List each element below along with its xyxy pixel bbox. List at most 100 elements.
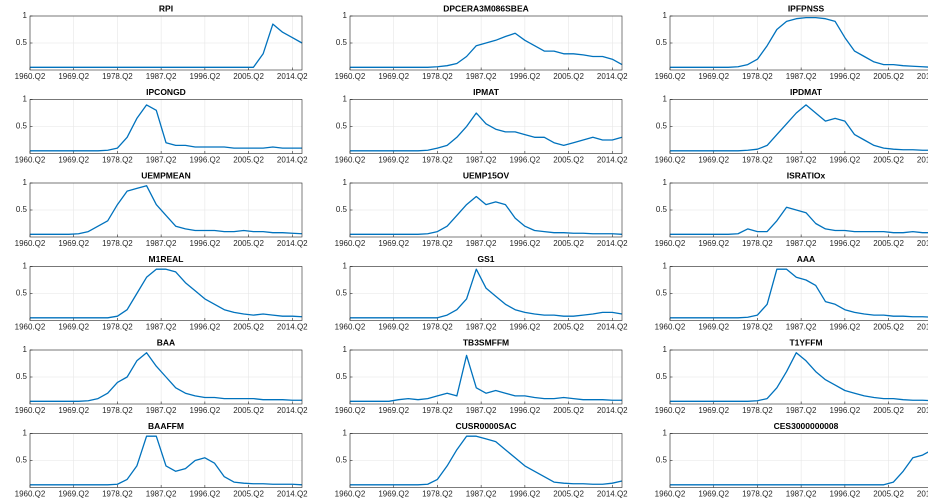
panel-title: ISRATIOx bbox=[787, 170, 826, 180]
y-tick-label: 1 bbox=[343, 262, 348, 271]
x-tick-label: 2005.Q2 bbox=[873, 239, 904, 248]
x-tick-label: 1969.Q2 bbox=[698, 72, 729, 81]
y-tick-label: 1 bbox=[343, 345, 348, 354]
x-tick-label: 1969.Q2 bbox=[58, 239, 89, 248]
x-tick-label: 1978.Q2 bbox=[742, 239, 773, 248]
y-tick-label: 0.5 bbox=[16, 372, 28, 381]
x-tick-label: 1996.Q2 bbox=[830, 490, 861, 499]
panel-title: CUSR0000SAC bbox=[456, 421, 517, 431]
axes-box bbox=[669, 266, 928, 321]
x-tick-label: 2014.Q2 bbox=[917, 72, 928, 81]
x-tick-label: 2014.Q2 bbox=[917, 490, 928, 499]
x-tick-label: 2005.Q2 bbox=[553, 406, 584, 415]
data-line bbox=[350, 195, 623, 235]
x-tick-label: 1960.Q2 bbox=[15, 490, 46, 499]
y-tick-label: 0.5 bbox=[336, 205, 348, 214]
y-tick-label: 0.5 bbox=[656, 289, 668, 298]
y-tick-label: 1 bbox=[343, 11, 348, 20]
x-tick-label: 1996.Q2 bbox=[190, 156, 221, 165]
x-tick-label: 1987.Q2 bbox=[146, 490, 177, 499]
x-tick-label: 1987.Q2 bbox=[146, 72, 177, 81]
x-tick-label: 1978.Q2 bbox=[422, 323, 453, 332]
x-tick-label: 1996.Q2 bbox=[510, 323, 541, 332]
x-tick-label: 1960.Q2 bbox=[655, 323, 686, 332]
x-tick-label: 2014.Q2 bbox=[917, 156, 928, 165]
x-tick-label: 2014.Q2 bbox=[597, 490, 628, 499]
y-tick-label: 1 bbox=[663, 11, 668, 20]
axes-box bbox=[29, 266, 303, 321]
y-tick-label: 1 bbox=[343, 178, 348, 187]
x-tick-label: 1987.Q2 bbox=[466, 239, 497, 248]
y-tick-label: 1 bbox=[343, 95, 348, 104]
axes-box bbox=[29, 433, 303, 488]
x-tick-label: 2005.Q2 bbox=[553, 72, 584, 81]
axes-box bbox=[29, 182, 303, 238]
panel-title: RPI bbox=[159, 3, 173, 13]
x-tick-label: 2005.Q2 bbox=[233, 323, 264, 332]
x-tick-label: 2014.Q2 bbox=[597, 72, 628, 81]
x-tick-label: 2005.Q2 bbox=[233, 490, 264, 499]
x-tick-label: 1987.Q2 bbox=[466, 323, 497, 332]
panel-title: BAAFFM bbox=[148, 421, 184, 431]
x-tick-label: 1969.Q2 bbox=[698, 239, 729, 248]
x-tick-label: 1978.Q2 bbox=[102, 239, 133, 248]
x-tick-label: 1969.Q2 bbox=[58, 490, 89, 499]
data-line bbox=[670, 206, 928, 235]
y-tick-label: 0.5 bbox=[656, 122, 668, 131]
x-tick-label: 2014.Q2 bbox=[597, 406, 628, 415]
panel-title: UEMPMEAN bbox=[141, 170, 191, 180]
axes-box bbox=[29, 15, 303, 71]
x-tick-label: 1978.Q2 bbox=[742, 323, 773, 332]
x-tick-label: 2005.Q2 bbox=[873, 72, 904, 81]
data-line bbox=[30, 104, 302, 152]
x-tick-label: 1978.Q2 bbox=[742, 156, 773, 165]
x-tick-label: 1960.Q2 bbox=[15, 156, 46, 165]
y-tick-label: 1 bbox=[23, 95, 28, 104]
x-tick-label: 1969.Q2 bbox=[58, 72, 89, 81]
x-tick-label: 1978.Q2 bbox=[102, 490, 133, 499]
x-tick-label: 2005.Q2 bbox=[873, 323, 904, 332]
y-tick-label: 1 bbox=[23, 262, 28, 271]
data-line bbox=[670, 451, 928, 486]
x-tick-label: 1996.Q2 bbox=[830, 239, 861, 248]
x-tick-label: 1996.Q2 bbox=[510, 72, 541, 81]
data-line bbox=[350, 32, 623, 68]
axes-box bbox=[349, 99, 623, 154]
x-tick-label: 1987.Q2 bbox=[786, 72, 817, 81]
y-tick-label: 1 bbox=[343, 429, 348, 438]
y-tick-label: 0.5 bbox=[16, 38, 28, 47]
x-tick-label: 1987.Q2 bbox=[786, 239, 817, 248]
panel-title: IPDMAT bbox=[790, 87, 823, 97]
x-tick-label: 2005.Q2 bbox=[553, 323, 584, 332]
x-tick-label: 1978.Q2 bbox=[422, 72, 453, 81]
y-tick-label: 0.5 bbox=[336, 38, 348, 47]
axes-box bbox=[349, 433, 623, 488]
y-tick-label: 0.5 bbox=[656, 38, 668, 47]
x-tick-label: 1960.Q2 bbox=[15, 406, 46, 415]
x-tick-label: 2014.Q2 bbox=[917, 239, 928, 248]
x-tick-label: 1996.Q2 bbox=[190, 323, 221, 332]
panel-title: GS1 bbox=[477, 254, 494, 264]
x-tick-label: 2014.Q2 bbox=[277, 323, 308, 332]
axes-box bbox=[669, 349, 928, 405]
x-tick-label: 1960.Q2 bbox=[655, 156, 686, 165]
x-tick-label: 1978.Q2 bbox=[422, 156, 453, 165]
x-tick-label: 1987.Q2 bbox=[466, 490, 497, 499]
y-tick-label: 1 bbox=[663, 95, 668, 104]
x-tick-label: 1996.Q2 bbox=[510, 239, 541, 248]
x-tick-label: 2014.Q2 bbox=[597, 239, 628, 248]
x-tick-label: 1960.Q2 bbox=[335, 490, 366, 499]
x-tick-label: 1969.Q2 bbox=[698, 490, 729, 499]
x-tick-label: 2005.Q2 bbox=[553, 239, 584, 248]
panel-title: BAA bbox=[157, 337, 175, 347]
x-tick-label: 2005.Q2 bbox=[873, 156, 904, 165]
x-tick-label: 1960.Q2 bbox=[335, 239, 366, 248]
x-tick-label: 1987.Q2 bbox=[466, 156, 497, 165]
x-tick-label: 1969.Q2 bbox=[698, 156, 729, 165]
y-tick-label: 0.5 bbox=[336, 372, 348, 381]
data-line bbox=[30, 352, 302, 402]
x-tick-label: 1996.Q2 bbox=[830, 156, 861, 165]
data-line bbox=[30, 268, 303, 319]
panel-title: IPMAT bbox=[473, 87, 500, 97]
